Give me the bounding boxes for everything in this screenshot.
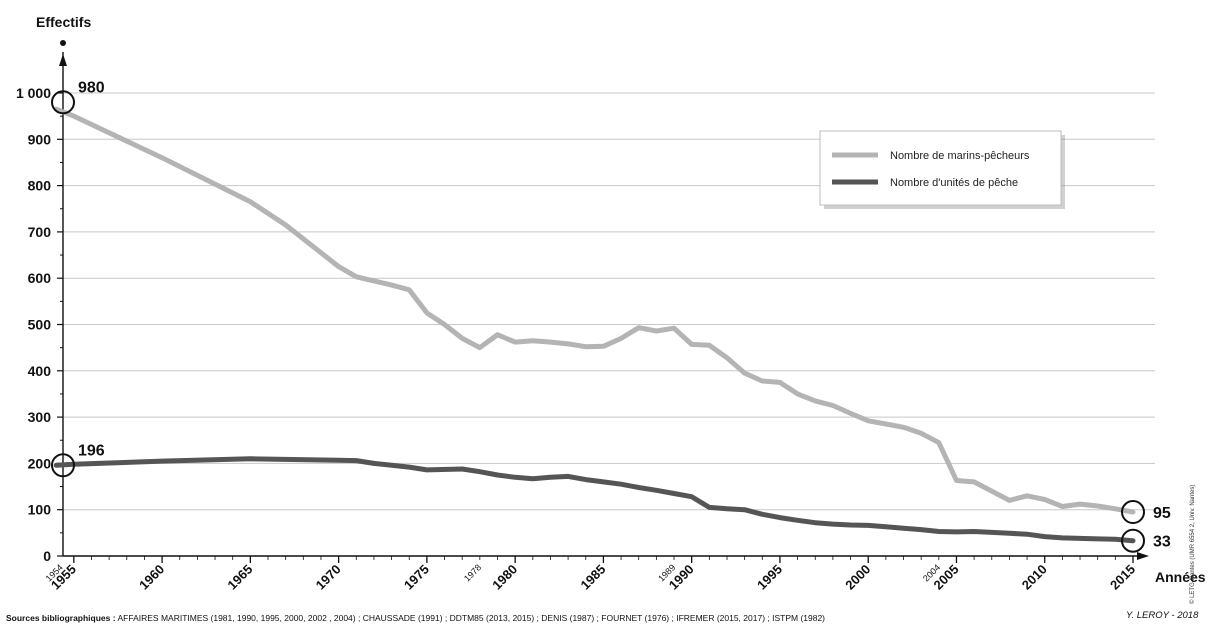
highlight-circle bbox=[51, 453, 75, 478]
highlight-circle bbox=[1121, 500, 1145, 525]
y-tick-label: 600 bbox=[28, 270, 52, 286]
legend-label-2: Nombre d'unités de pêche bbox=[890, 177, 1018, 189]
x-tick-label: 1985 bbox=[577, 562, 608, 593]
value-label: 95 bbox=[1153, 505, 1171, 522]
y-axis-dot bbox=[60, 40, 66, 46]
x-tick-label: 1995 bbox=[754, 562, 785, 593]
x-tick-label: 2010 bbox=[1019, 562, 1050, 593]
series-line-2 bbox=[53, 456, 1136, 544]
copyright-note: © LETG-Nantes (UMR 6554 2, Univ. Nantes) bbox=[1190, 484, 1196, 604]
y-tick-label: 300 bbox=[28, 409, 52, 425]
y-tick-label: 1 000 bbox=[16, 85, 51, 101]
x-tick-label-small: 1978 bbox=[462, 562, 483, 583]
y-tick-label: 200 bbox=[28, 455, 52, 471]
x-axis-arrow bbox=[1137, 552, 1149, 560]
sources-footer: Sources bibliographiques : AFFAIRES MARI… bbox=[6, 613, 825, 623]
x-axis-title: Années bbox=[1155, 569, 1206, 585]
y-tick-label: 900 bbox=[28, 131, 52, 147]
y-tick-label: 700 bbox=[28, 224, 52, 240]
y-axis-title: Effectifs bbox=[36, 14, 91, 30]
grid-lines bbox=[63, 92, 1155, 511]
x-tick-label: 1970 bbox=[313, 562, 344, 593]
legend-box bbox=[819, 130, 1062, 206]
sources-text: AFFAIRES MARITIMES (1981, 1990, 1995, 20… bbox=[117, 613, 826, 623]
x-tick-label: 1960 bbox=[136, 562, 167, 593]
x-tick-label: 1975 bbox=[401, 562, 432, 593]
y-tick-label: 400 bbox=[28, 363, 52, 379]
value-label: 980 bbox=[78, 79, 105, 96]
highlight-circle bbox=[1121, 528, 1145, 553]
highlight-circle bbox=[51, 90, 75, 115]
author-credit: Y. LEROY - 2018 bbox=[1126, 610, 1199, 621]
legend-label-1: Nombre de marins-pêcheurs bbox=[890, 150, 1030, 162]
x-tick-label: 2000 bbox=[842, 562, 873, 593]
x-tick-label: 1980 bbox=[489, 562, 520, 593]
y-tick-label: 800 bbox=[28, 178, 52, 194]
series-lines bbox=[53, 106, 1136, 544]
y-tick-label: 500 bbox=[28, 317, 52, 333]
value-label: 33 bbox=[1153, 534, 1171, 551]
legend: Nombre de marins-pêcheurs Nombre d'unités… bbox=[819, 130, 1065, 209]
sources-label: Sources bibliographiques : bbox=[6, 613, 116, 623]
y-tick-label: 100 bbox=[28, 502, 52, 518]
x-tick-label: 1965 bbox=[224, 562, 255, 593]
y-tick-label: 0 bbox=[43, 548, 51, 564]
x-tick-label: 2015 bbox=[1107, 562, 1138, 593]
series-line-1 bbox=[53, 106, 1136, 515]
x-axis-ticks: 1955 1960 1965 1970 1975 1980 1985 1990 1995 2000… bbox=[44, 556, 1138, 593]
value-label: 196 bbox=[78, 442, 105, 459]
y-axis-arrow bbox=[59, 54, 67, 66]
value-annotations: 980 196 95 33 bbox=[51, 79, 1171, 553]
y-axis-ticks: 0 100 200 300 400 500 600 700 800 900 1 000 bbox=[16, 85, 63, 564]
